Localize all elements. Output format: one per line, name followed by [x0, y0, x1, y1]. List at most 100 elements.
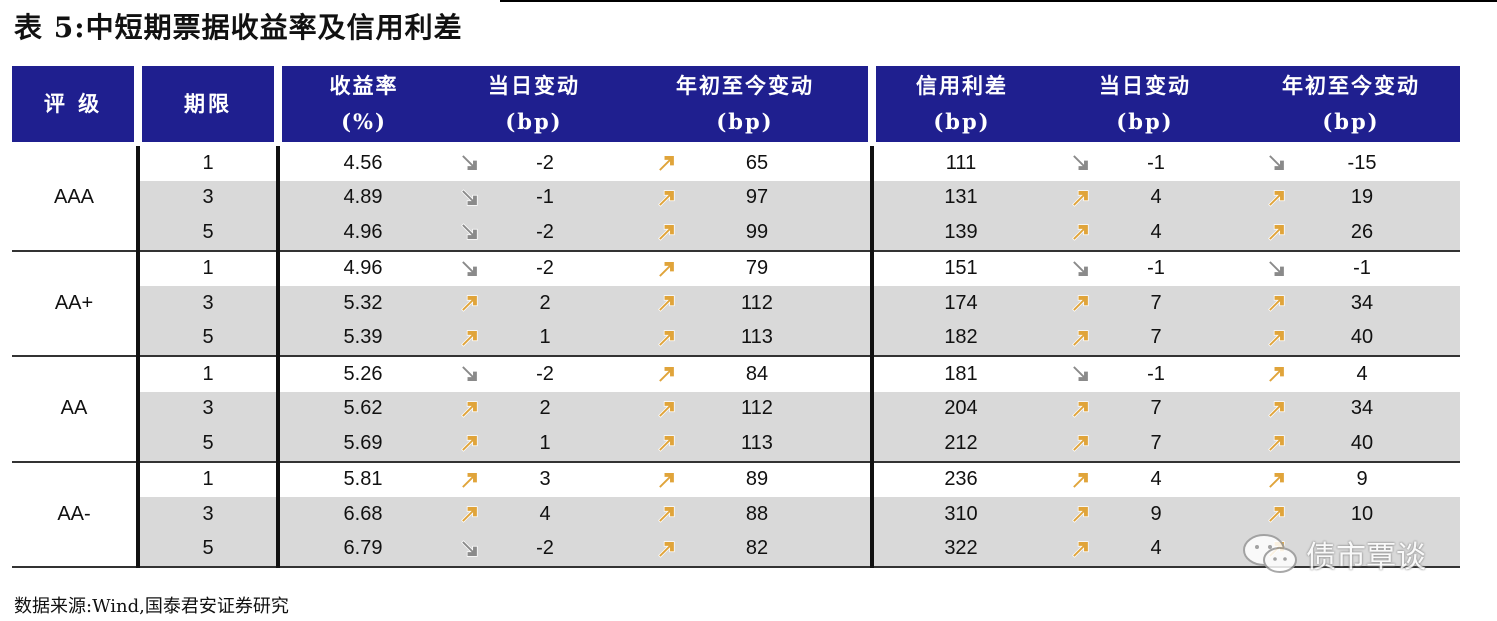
table-row: 5 6.79 -2 82 322 4	[12, 531, 1460, 568]
table-row: AA- 1 5.81 3 89 236 4 9	[12, 461, 1460, 568]
spread-ytd-value: 10	[1350, 502, 1374, 525]
yield-cell: 5.81	[343, 468, 383, 491]
spread-day-value: 4	[1150, 186, 1162, 209]
table-row: AA 1 5.26 -2 84 181 -1 4	[12, 356, 1460, 463]
yield-ytd-cell: 88	[622, 497, 874, 532]
yield-cell: 6.68	[278, 497, 446, 532]
term-cell: 3	[138, 286, 280, 321]
spread-ytd-cell: 26	[1242, 215, 1460, 252]
spread-cell: 174	[872, 286, 1048, 321]
arrow-up-icon	[1268, 506, 1285, 524]
yield-ytd-value: 84	[745, 362, 769, 385]
spread-day-value: 7	[1150, 397, 1162, 420]
arrow-down-icon	[1072, 365, 1089, 383]
spread-day-value: -1	[1147, 362, 1165, 385]
yield-ytd-cell: 82	[622, 531, 874, 568]
spread-cell: 310	[872, 497, 1048, 532]
arrow-up-icon	[658, 472, 675, 489]
arrow-down-icon	[1268, 260, 1285, 277]
yield-ytd-value: 113	[741, 431, 773, 454]
table-row: 3 6.68 4 88 310 9 10	[12, 497, 1460, 532]
rating-cell: AAA	[12, 144, 140, 252]
yield-ytd-cell: 112	[622, 286, 874, 321]
arrow-up-icon	[658, 435, 675, 453]
spread-day-cell: -1	[1048, 144, 1242, 181]
yield-cell: 5.62	[278, 391, 446, 426]
yield-day-value: -2	[536, 220, 554, 243]
arrow-up-icon	[1072, 224, 1089, 242]
yield-ytd-cell: 112	[622, 391, 874, 426]
yield-ytd-value: 88	[745, 502, 769, 525]
arrow-up-icon	[658, 541, 675, 558]
yield-spread-table: 评 级 期限 收益率 (%) 当日变动 (bp) 年初至今变动 (bp) 信用利差 (b…	[12, 66, 1460, 568]
spread-ytd-cell: 34	[1242, 286, 1460, 321]
arrow-up-icon	[658, 295, 675, 313]
spread-day-value: 7	[1150, 326, 1162, 349]
spread-cell: 236	[944, 468, 978, 491]
arrow-down-icon	[1268, 154, 1285, 172]
yield-day-value: -2	[536, 537, 554, 560]
yield-ytd-value: 112	[741, 291, 773, 314]
spread-day-value: -1	[1147, 257, 1165, 280]
watermark-text: 债市覃谈	[1306, 540, 1426, 575]
yield-day-value: 1	[539, 326, 551, 349]
arrow-down-icon	[461, 260, 478, 277]
yield-day-cell: -2	[446, 215, 622, 252]
arrow-up-icon	[461, 472, 478, 489]
arrow-up-icon	[658, 224, 675, 242]
arrow-up-icon	[1268, 366, 1285, 384]
spread-day-cell: 4	[1048, 215, 1242, 252]
yield-day-value: 2	[539, 397, 551, 420]
yield-cell: 5.39	[278, 320, 446, 357]
yield-cell: 5.69	[278, 426, 446, 463]
spread-day-cell: 7	[1048, 286, 1242, 321]
yield-ytd-value: 89	[745, 468, 769, 491]
term-cell: 5	[138, 426, 280, 463]
yield-day-cell: 3	[446, 462, 622, 498]
term-cell: 5	[138, 531, 280, 568]
term-cell: 1	[138, 356, 280, 392]
rating-cell: AA-	[12, 461, 140, 568]
spread-ytd-cell: 4	[1242, 356, 1460, 392]
yield-ytd-cell: 99	[622, 215, 874, 252]
term-cell: 3	[138, 497, 280, 532]
yield-cell: 5.32	[278, 286, 446, 321]
spread-day-value: -1	[1147, 151, 1165, 174]
spread-day-cell: 4	[1048, 180, 1242, 215]
spread-ytd-cell: 34	[1242, 391, 1460, 426]
spread-ytd-cell: 40	[1242, 426, 1460, 463]
header-spread-day: 当日变动 (bp)	[1048, 66, 1242, 146]
yield-day-cell: -1	[446, 180, 622, 215]
table-row: 5 5.39 1 113 182 7 40	[12, 320, 1460, 357]
arrow-up-icon	[461, 330, 478, 347]
term-cell: 5	[138, 320, 280, 357]
spread-cell: 151	[944, 257, 978, 280]
data-source-note: 数据来源:Wind,国泰君安证券研究	[14, 596, 289, 617]
yield-ytd-value: 79	[745, 257, 769, 280]
yield-day-value: 4	[539, 502, 551, 525]
spread-ytd-value: -1	[1353, 257, 1371, 280]
spread-cell: 139	[872, 215, 1048, 252]
header-spread: 信用利差 (bp)	[868, 66, 1048, 146]
arrow-up-icon	[1072, 472, 1089, 489]
spread-ytd-cell: -15	[1242, 144, 1460, 181]
spread-cell: 212	[872, 426, 1048, 463]
spread-day-cell: 9	[1048, 497, 1242, 532]
yield-day-cell: 1	[446, 426, 622, 463]
spread-day-value: 7	[1150, 431, 1162, 454]
table-title: 表 5:中短期票据收益率及信用利差	[14, 11, 463, 44]
spread-cell: 131	[872, 180, 1048, 215]
spread-ytd-cell: 19	[1242, 180, 1460, 215]
arrow-down-icon	[461, 365, 478, 383]
spread-ytd-value: 19	[1350, 186, 1374, 209]
arrow-up-icon	[1072, 190, 1089, 207]
spread-cell: 204	[872, 391, 1048, 426]
spread-day-cell: 4	[1048, 531, 1242, 568]
yield-day-value: -2	[536, 151, 554, 174]
arrow-up-icon	[1268, 190, 1285, 207]
table-row: AA+ 1 4.96 -2 79 151 -1 -1	[12, 250, 1460, 357]
arrow-up-icon	[1268, 472, 1285, 489]
yield-ytd-cell: 113	[622, 320, 874, 357]
spread-day-value: 4	[1150, 537, 1162, 560]
yield-day-cell: 2	[446, 391, 622, 426]
